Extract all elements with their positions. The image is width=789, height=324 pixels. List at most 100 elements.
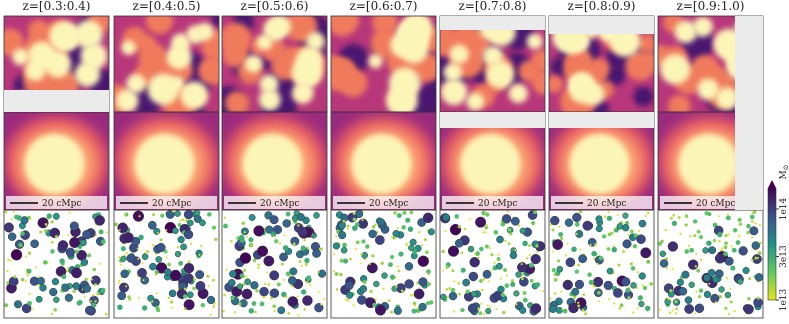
- halo-point: [303, 308, 307, 311]
- halo-point: [486, 304, 489, 307]
- halo-point: [172, 227, 179, 235]
- colorbar-label-sub: ⊙: [782, 164, 789, 170]
- halo-point: [564, 218, 574, 227]
- halo-point: [371, 254, 375, 258]
- halo-point: [423, 238, 427, 242]
- halo-point: [192, 278, 196, 282]
- blob: [674, 20, 698, 44]
- halo-point: [612, 245, 615, 248]
- halo-point: [717, 215, 720, 218]
- halo-point: [418, 230, 421, 234]
- halo-point: [146, 250, 150, 254]
- halo-point: [66, 267, 70, 270]
- halo-point: [441, 249, 445, 254]
- halo-point: [618, 306, 622, 310]
- halo-point: [416, 307, 419, 310]
- halo-point: [35, 295, 43, 303]
- halo-point: [659, 250, 667, 257]
- halo-point: [314, 303, 324, 313]
- column-title: z=[0.9:1.0): [677, 0, 745, 13]
- halo-point: [153, 227, 161, 235]
- halo-point: [613, 302, 616, 305]
- halo-point: [248, 237, 254, 243]
- halo-point: [252, 258, 257, 263]
- halo-point: [727, 233, 730, 236]
- halo-point: [413, 288, 425, 300]
- halo-point: [82, 284, 92, 293]
- blob: [667, 94, 691, 112]
- halo-point: [72, 282, 81, 290]
- halo-point: [698, 234, 704, 240]
- halo-point: [282, 219, 291, 228]
- halo-point: [493, 230, 499, 235]
- halo-point: [46, 213, 52, 219]
- blob: [169, 76, 185, 91]
- halo-point: [549, 297, 552, 300]
- halo-point: [192, 286, 196, 291]
- halo-point: [496, 262, 503, 270]
- halo-point: [120, 269, 129, 279]
- blob: [660, 54, 691, 85]
- halo-point: [485, 224, 488, 227]
- halo-point: [528, 244, 531, 248]
- halo-point: [300, 264, 303, 268]
- halo-point: [448, 291, 458, 301]
- halo-point: [39, 230, 43, 234]
- halo-point: [696, 268, 701, 273]
- halo-point: [482, 313, 485, 316]
- halo-point: [396, 213, 402, 218]
- halo-point: [59, 258, 65, 264]
- halo-point: [163, 249, 168, 254]
- halo-point: [457, 281, 461, 285]
- halo-point: [592, 285, 596, 288]
- blob: [12, 48, 29, 66]
- halo-point: [120, 263, 123, 266]
- halo-point: [552, 239, 564, 250]
- halo-point: [282, 278, 285, 282]
- halo-point: [7, 258, 10, 261]
- halo-point: [442, 269, 445, 272]
- halo-point: [168, 289, 177, 298]
- halo-point: [506, 210, 509, 213]
- panel-frame: [113, 209, 220, 319]
- halo-point: [750, 258, 754, 262]
- halo-point: [500, 221, 506, 227]
- halo-point: [574, 269, 580, 274]
- halo-point: [729, 300, 733, 304]
- halo-point: [454, 238, 464, 248]
- halo-point: [637, 229, 641, 232]
- halo-scatter: [332, 209, 435, 316]
- halo-point: [591, 250, 597, 257]
- panel-frame: [657, 209, 764, 319]
- halo-point: [447, 245, 460, 257]
- blob: [689, 38, 709, 58]
- halo-point: [684, 223, 688, 227]
- halo-point: [214, 237, 218, 242]
- halo-point: [183, 307, 187, 311]
- halo-point: [393, 211, 397, 215]
- halo-point: [490, 269, 493, 272]
- halo-point: [695, 290, 698, 293]
- halo-point: [266, 271, 269, 274]
- halo-point: [123, 232, 134, 243]
- halo-point: [209, 313, 212, 316]
- halo-point: [707, 269, 716, 277]
- halo-point: [475, 216, 487, 228]
- halo-point: [303, 238, 306, 242]
- halo-point: [83, 295, 86, 298]
- halo-point: [714, 253, 726, 264]
- halo-point: [503, 267, 508, 273]
- halo-point: [445, 265, 449, 269]
- halo-point: [552, 250, 555, 253]
- halo-point: [339, 258, 344, 263]
- halo-point: [238, 234, 245, 241]
- halo-point: [274, 239, 279, 244]
- halo-point: [671, 267, 674, 270]
- blob: [244, 54, 263, 73]
- halo-point: [67, 234, 70, 237]
- halo-point: [606, 267, 614, 275]
- halo-point: [332, 242, 340, 250]
- halo-point: [578, 254, 588, 264]
- halo-point: [531, 220, 536, 226]
- halo-point: [418, 302, 427, 311]
